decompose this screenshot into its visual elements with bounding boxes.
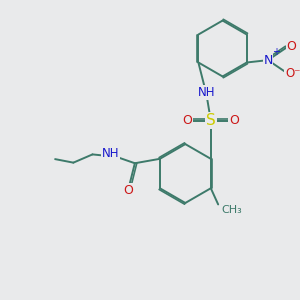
Text: N: N bbox=[263, 54, 273, 67]
Text: O: O bbox=[123, 184, 133, 197]
Text: O: O bbox=[182, 114, 192, 127]
Text: +: + bbox=[272, 47, 280, 57]
Text: O: O bbox=[286, 40, 296, 53]
Text: NH: NH bbox=[198, 86, 215, 99]
Text: O⁻: O⁻ bbox=[285, 68, 300, 80]
Text: CH₃: CH₃ bbox=[222, 205, 242, 215]
Text: NH: NH bbox=[102, 147, 119, 160]
Text: S: S bbox=[206, 113, 216, 128]
Text: O: O bbox=[230, 114, 239, 127]
